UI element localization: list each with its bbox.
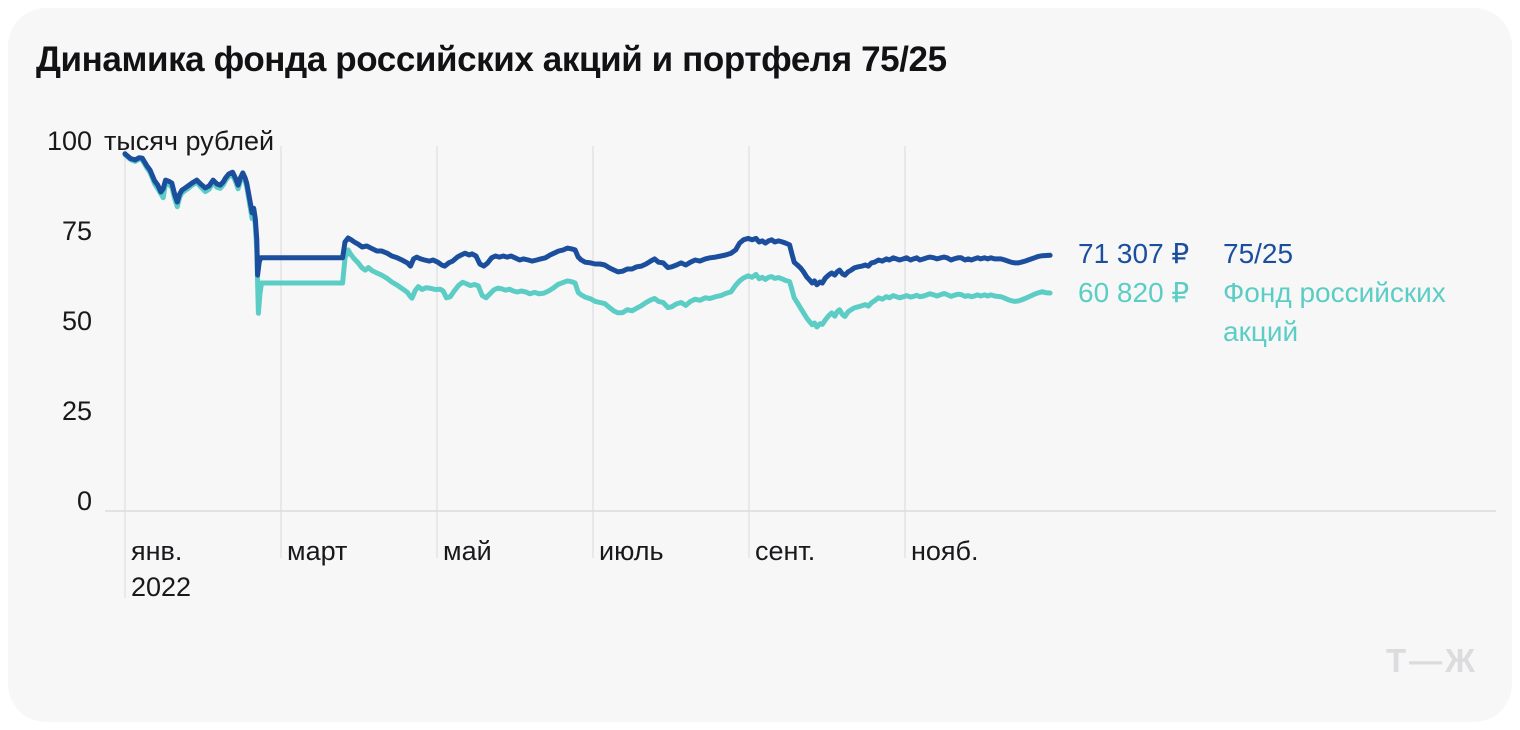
x-tick-month-label: июль bbox=[599, 536, 664, 566]
chart-card bbox=[8, 8, 1512, 722]
x-tick-month-label: май bbox=[443, 536, 492, 566]
legend-row-fund: 60 820 ₽ Фонд российских акций bbox=[1078, 273, 1495, 351]
x-tick-month-label: сент. bbox=[755, 536, 816, 566]
x-tick-сент: сент. bbox=[755, 534, 815, 568]
y-tick-label-0: 0 bbox=[76, 486, 92, 516]
y-tick-label-25: 25 bbox=[61, 396, 92, 426]
y-axis-unit-label: тысяч рублей bbox=[104, 126, 275, 156]
x-tick-month-label: янв. bbox=[131, 536, 183, 566]
fund-line bbox=[122, 152, 1053, 330]
x-tick-month-label: нояб. bbox=[911, 536, 979, 566]
legend-value-fund: 60 820 ₽ bbox=[1078, 277, 1190, 308]
legend-value-portfolio: 71 307 ₽ bbox=[1078, 238, 1190, 269]
y-tick-label-100: 100 bbox=[46, 126, 92, 156]
chart-title: Динамика фонда российских акций и портфе… bbox=[36, 40, 947, 79]
portfolio-line bbox=[122, 151, 1053, 288]
y-tick-label-75: 75 bbox=[61, 216, 92, 246]
x-tick-month-label: март bbox=[287, 536, 348, 566]
x-tick-май: май bbox=[443, 534, 492, 568]
legend-label-fund: Фонд российских акций bbox=[1223, 277, 1446, 347]
x-tick-year-label: 2022 bbox=[131, 572, 192, 602]
x-tick-июль: июль bbox=[599, 534, 664, 568]
y-tick-label-50: 50 bbox=[61, 306, 92, 336]
tj-logo: Т—Ж bbox=[1386, 642, 1478, 679]
x-tick-март: март bbox=[287, 534, 347, 568]
legend-label-portfolio: 75/25 bbox=[1223, 238, 1294, 269]
legend-row-portfolio: 71 307 ₽ 75/25 bbox=[1078, 234, 1495, 273]
x-tick-нояб: нояб. bbox=[911, 534, 979, 568]
x-tick-янв: янв. 2022 bbox=[131, 534, 191, 604]
